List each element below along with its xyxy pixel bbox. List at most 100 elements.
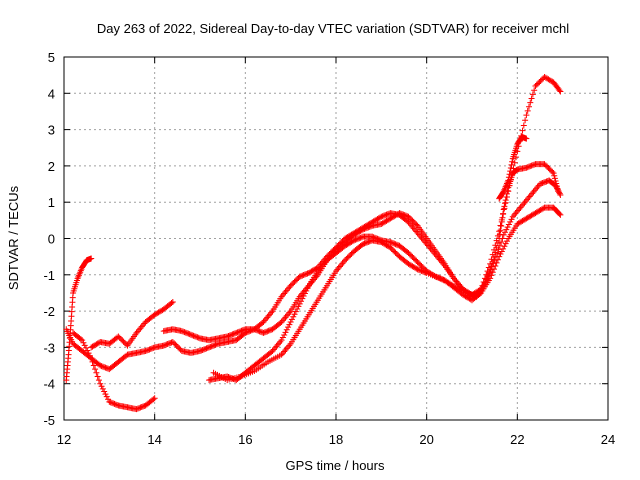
data-point — [378, 213, 385, 220]
data-point — [502, 229, 509, 236]
data-point — [112, 401, 119, 408]
data-point — [528, 162, 535, 169]
data-point — [160, 342, 167, 349]
data-point — [93, 369, 100, 376]
data-point — [345, 253, 352, 260]
data-point — [190, 332, 197, 339]
data-point — [527, 99, 534, 106]
data-point — [114, 401, 121, 408]
data-point — [556, 87, 563, 94]
data-point — [523, 112, 530, 119]
data-point — [360, 240, 367, 247]
data-point — [181, 329, 188, 336]
data-point — [299, 272, 306, 279]
data-point — [288, 281, 295, 288]
data-point — [557, 191, 564, 198]
data-point — [414, 259, 421, 266]
y-tick-label: -5 — [43, 413, 55, 428]
data-point — [505, 221, 512, 228]
x-tick-label: 22 — [510, 432, 524, 447]
y-tick-label: -3 — [43, 340, 55, 355]
data-point — [414, 266, 421, 273]
data-point — [353, 236, 360, 243]
data-point — [507, 168, 514, 175]
data-point — [287, 318, 294, 325]
data-point — [400, 211, 407, 218]
data-point — [253, 327, 260, 334]
data-point — [500, 231, 507, 238]
data-point — [185, 330, 192, 337]
series-track-d — [88, 299, 176, 351]
data-point — [277, 320, 284, 327]
data-point — [362, 239, 369, 246]
data-point — [384, 211, 391, 218]
y-tick-label: -1 — [43, 268, 55, 283]
data-point — [121, 339, 128, 346]
data-point — [150, 344, 157, 351]
data-point — [358, 227, 365, 234]
data-point — [362, 225, 369, 232]
data-point — [357, 234, 364, 241]
data-point — [182, 329, 189, 336]
data-point — [557, 211, 564, 218]
data-point — [410, 218, 417, 225]
data-point — [492, 253, 499, 260]
data-point — [468, 291, 475, 298]
data-point — [500, 189, 507, 196]
data-point — [391, 240, 398, 247]
data-point — [146, 346, 153, 353]
data-point — [266, 327, 273, 334]
data-point — [103, 393, 110, 400]
data-point — [388, 245, 395, 252]
data-point — [229, 331, 236, 338]
data-point — [202, 345, 209, 352]
data-point — [140, 403, 147, 410]
data-point — [252, 326, 259, 333]
data-point — [290, 280, 297, 287]
data-point — [502, 199, 509, 206]
data-point — [367, 223, 374, 230]
x-tick-label: 14 — [147, 432, 161, 447]
series-track-a — [63, 255, 95, 384]
data-point — [501, 243, 508, 250]
data-point — [99, 385, 106, 392]
data-point — [283, 326, 290, 333]
data-point — [203, 345, 210, 352]
x-tick-label: 24 — [601, 432, 615, 447]
data-point — [298, 273, 305, 280]
chart-title: Day 263 of 2022, Sidereal Day-to-day VTE… — [97, 21, 569, 36]
data-point — [225, 332, 232, 339]
data-point — [98, 383, 105, 390]
data-point — [541, 161, 548, 168]
data-point — [351, 237, 358, 244]
data-point — [504, 187, 511, 194]
data-point — [494, 232, 501, 239]
data-point — [255, 327, 262, 334]
data-point — [349, 238, 356, 245]
data-point — [502, 200, 509, 207]
y-tick-label: 2 — [48, 159, 55, 174]
data-point — [110, 400, 117, 407]
data-point — [300, 293, 307, 300]
data-point — [503, 226, 510, 233]
data-point — [505, 177, 512, 184]
data-point — [505, 174, 512, 181]
data-point — [536, 79, 543, 86]
data-point — [99, 363, 106, 370]
x-tick-label: 12 — [57, 432, 71, 447]
data-point — [488, 256, 495, 263]
data-point — [189, 332, 196, 339]
data-point — [303, 271, 310, 278]
data-point — [228, 331, 235, 338]
data-series — [63, 73, 564, 413]
data-point — [134, 405, 141, 412]
data-point — [497, 251, 504, 258]
data-point — [410, 255, 417, 262]
data-point — [207, 343, 214, 350]
data-point — [173, 342, 180, 349]
data-point — [380, 212, 387, 219]
y-tick-labels: -5 -4 -3 -2 -1 0 1 2 3 4 5 — [43, 50, 55, 428]
data-point — [539, 180, 546, 187]
data-point — [263, 328, 270, 335]
data-point — [174, 344, 181, 351]
